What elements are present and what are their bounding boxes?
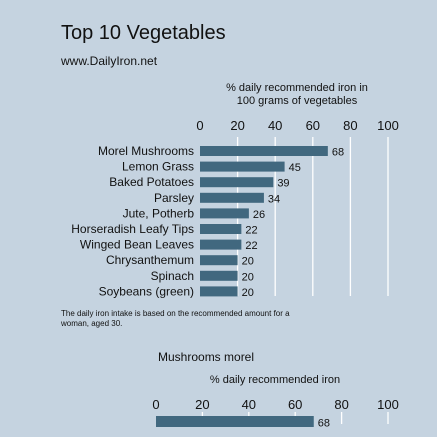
sub-bar xyxy=(156,416,314,427)
chart-subtitle: www.DailyIron.net xyxy=(61,54,158,68)
main-category-label: Chrysanthemum xyxy=(106,253,194,267)
sub-x-tick-label: 40 xyxy=(242,397,256,412)
main-category-label: Morel Mushrooms xyxy=(98,144,194,158)
main-bar xyxy=(200,161,285,172)
main-category-label: Horseradish Leafy Tips xyxy=(71,222,194,236)
main-bar xyxy=(200,270,238,281)
main-value-label: 20 xyxy=(242,256,254,268)
subchart-x-axis-label: % daily recommended iron xyxy=(209,374,341,386)
main-x-tick-label: 80 xyxy=(343,118,357,133)
main-bar xyxy=(200,239,242,250)
main-category-label: Lemon Grass xyxy=(122,160,194,174)
main-value-label: 45 xyxy=(289,162,301,174)
subchart-title: Mushrooms morel xyxy=(158,350,255,364)
main-value-label: 39 xyxy=(277,178,289,190)
main-value-label: 20 xyxy=(242,287,254,299)
main-value-label: 22 xyxy=(245,225,257,237)
main-category-label: Soybeans (green) xyxy=(99,284,194,298)
main-x-tick-label: 100 xyxy=(377,118,399,133)
main-bar xyxy=(200,208,249,219)
footnote: The daily iron intake is based on the re… xyxy=(61,309,290,328)
chart-title: Top 10 Vegetables xyxy=(61,22,226,44)
sub-x-tick-label: 60 xyxy=(288,397,302,412)
main-x-tick-label: 0 xyxy=(196,118,203,133)
main-bar xyxy=(200,286,238,297)
sub-x-tick-label: 0 xyxy=(152,397,159,412)
main-category-label: Winged Bean Leaves xyxy=(80,238,194,252)
main-category-label: Jute, Potherb xyxy=(123,206,195,220)
main-bar xyxy=(200,146,328,156)
main-category-label: Parsley xyxy=(154,191,194,205)
main-value-label: 26 xyxy=(253,209,265,221)
sub-x-tick-label: 80 xyxy=(334,397,348,412)
main-bar xyxy=(200,224,242,234)
main-value-label: 68 xyxy=(332,147,344,159)
main-bar xyxy=(200,255,238,266)
sub-x-tick-label: 100 xyxy=(377,397,399,412)
main-value-label: 22 xyxy=(245,240,257,252)
main-x-tick-label: 40 xyxy=(268,118,282,133)
main-category-label: Baked Potatoes xyxy=(109,175,194,189)
main-category-label: Spinach xyxy=(151,269,194,283)
main-x-tick-label: 60 xyxy=(306,118,320,133)
main-bar xyxy=(200,192,264,203)
sub-value-label: 68 xyxy=(318,418,330,430)
main-value-label: 34 xyxy=(268,193,280,205)
sub-x-tick-label: 20 xyxy=(195,397,209,412)
main-value-label: 20 xyxy=(242,271,254,283)
main-bar xyxy=(200,177,274,188)
main-x-axis-label: % daily recommended iron in 100 grams of… xyxy=(226,82,368,107)
main-x-tick-label: 20 xyxy=(230,118,244,133)
